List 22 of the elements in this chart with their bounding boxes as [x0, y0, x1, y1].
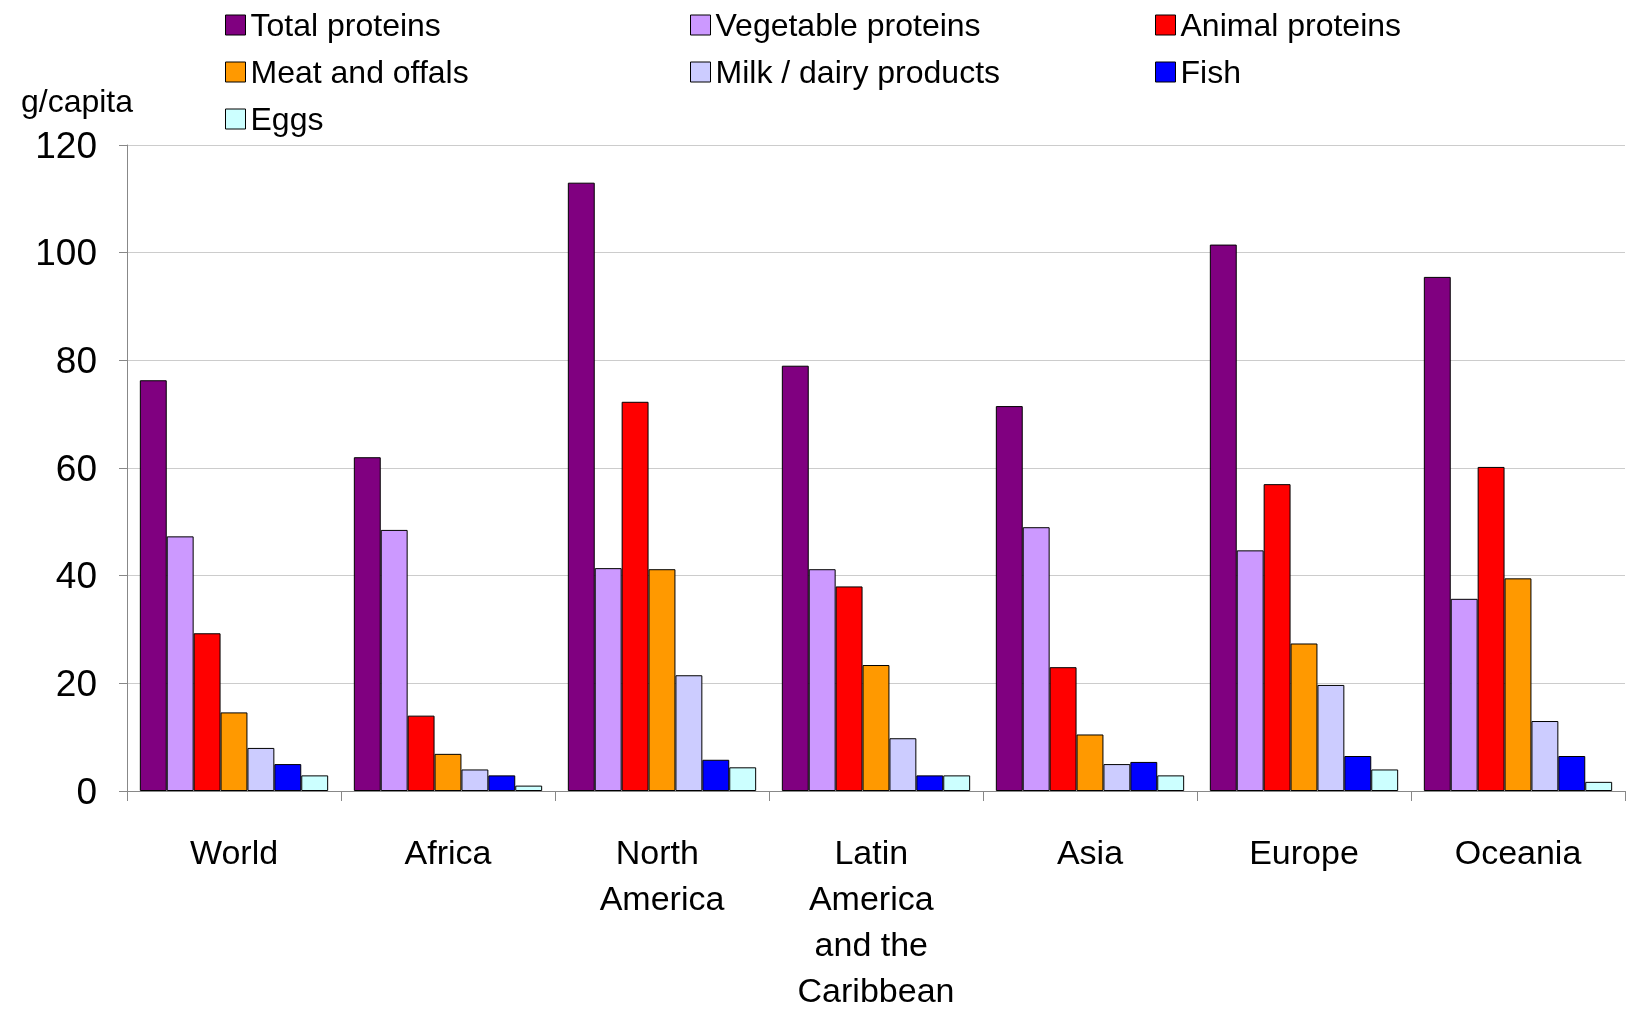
y-tick-label: 60 — [55, 447, 97, 489]
legend-label: Milk / dairy products — [715, 54, 1001, 90]
x-tick-label: Oceania — [1454, 833, 1582, 871]
legend-label: Animal proteins — [1180, 7, 1402, 43]
x-tick-label: Asia — [1056, 833, 1124, 871]
x-tick-label: Africa — [404, 833, 492, 871]
y-tick-label: 80 — [55, 339, 97, 381]
y-tick-label: 40 — [55, 555, 97, 597]
y-tick-label: 120 — [35, 124, 97, 166]
y-tick-label: 0 — [76, 770, 97, 812]
y-axis-title: g/capita — [20, 83, 134, 119]
legend-label: Vegetable proteins — [715, 7, 981, 43]
y-tick-label: 100 — [35, 232, 97, 274]
legend-label: Meat and offals — [250, 54, 469, 90]
y-tick-label: 20 — [55, 662, 97, 704]
x-tick-label: Latin America and the Caribbean — [797, 833, 955, 1009]
legend-label: Fish — [1180, 54, 1241, 90]
x-tick-label: North America — [599, 833, 725, 917]
x-tick-label: World — [189, 833, 279, 871]
legend-label: Total proteins — [250, 7, 441, 43]
x-tick-label: Europe — [1249, 833, 1359, 871]
legend-label: Eggs — [250, 101, 324, 137]
